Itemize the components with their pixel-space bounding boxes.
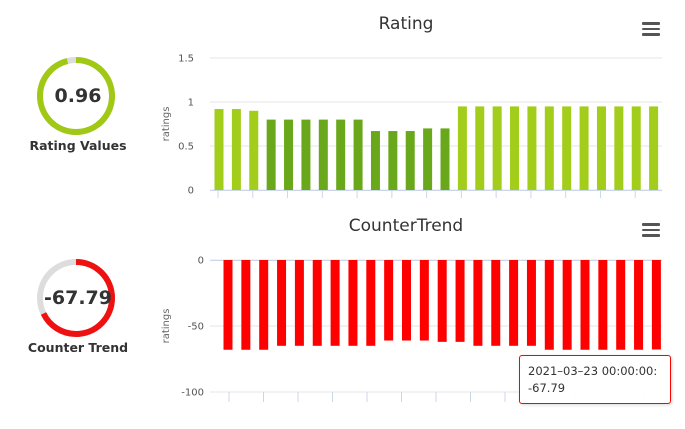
counter-trend-bar[interactable] (580, 260, 590, 350)
counter-trend-bar[interactable] (491, 260, 501, 346)
counter-trend-bar[interactable] (562, 260, 572, 350)
counter-trend-bar[interactable] (294, 260, 304, 346)
counter-trend-bar[interactable] (544, 260, 554, 350)
rating-bar[interactable] (423, 128, 433, 190)
counter-trend-bar[interactable] (598, 260, 608, 350)
rating-bar[interactable] (301, 119, 311, 190)
rating-bar[interactable] (405, 131, 415, 190)
tooltip-value: -67.79 (528, 381, 566, 395)
rating-bar[interactable] (579, 106, 589, 190)
rating-bar[interactable] (353, 119, 363, 190)
rating-bar[interactable] (370, 131, 380, 190)
rating-bar[interactable] (614, 106, 624, 190)
y-tick-label: 0 (188, 186, 194, 197)
rating-bar[interactable] (249, 110, 259, 190)
rating-bar[interactable] (649, 106, 659, 190)
rating-bar[interactable] (318, 119, 328, 190)
counter-trend-bar[interactable] (437, 260, 447, 342)
y-tick-label: -50 (188, 322, 204, 333)
chart-tooltip: 2021–03–23 00:00:00: -67.79 (519, 355, 671, 404)
counter-trend-gauge: -67.79 Counter Trend (28, 258, 128, 358)
counter-trend-bar[interactable] (366, 260, 376, 346)
y-tick-label: 0.5 (178, 142, 194, 153)
y-tick-label: 1.5 (178, 54, 194, 65)
counter-trend-gauge-value: -67.79 (44, 287, 112, 309)
rating-bar[interactable] (562, 106, 572, 190)
rating-bar[interactable] (284, 119, 294, 190)
counter-trend-chart-menu-icon[interactable] (642, 223, 660, 237)
counter-trend-bar[interactable] (402, 260, 411, 341)
rating-gauge-label: Rating Values (29, 138, 127, 153)
rating-bar[interactable] (492, 106, 502, 190)
counter-trend-y-axis-title: ratings (161, 309, 172, 344)
counter-trend-bar[interactable] (223, 260, 233, 350)
rating-chart: Rating 0 0.5 1 1.5 ratings (161, 14, 662, 198)
counter-trend-bar[interactable] (259, 260, 269, 350)
y-tick-label: 1 (188, 98, 194, 109)
counter-trend-gauge-label: Counter Trend (27, 340, 129, 355)
rating-gauge-ring (37, 57, 115, 135)
counter-trend-bar[interactable] (616, 260, 626, 350)
counter-trend-bar[interactable] (419, 260, 429, 341)
rating-chart-title: Rating (379, 14, 434, 34)
counter-trend-bar[interactable] (348, 260, 358, 346)
counter-trend-bar[interactable] (634, 260, 644, 350)
rating-bar[interactable] (596, 106, 606, 190)
rating-bar[interactable] (527, 106, 537, 190)
rating-chart-menu-icon[interactable] (642, 22, 660, 36)
rating-bar[interactable] (214, 109, 224, 190)
y-tick-label: -100 (181, 388, 204, 399)
rating-bar[interactable] (231, 109, 241, 190)
rating-gauge-value: 0.96 (54, 85, 102, 107)
rating-bar[interactable] (388, 131, 398, 190)
counter-trend-gauge-ring (37, 259, 115, 337)
rating-bar[interactable] (336, 119, 346, 190)
rating-bar[interactable] (510, 106, 520, 190)
counter-trend-bar[interactable] (277, 260, 287, 346)
counter-trend-bar[interactable] (241, 260, 251, 350)
counter-trend-bar[interactable] (651, 260, 661, 350)
counter-trend-bar[interactable] (312, 260, 322, 346)
rating-gauge: 0.96 Rating Values (29, 56, 127, 156)
rating-bar[interactable] (544, 106, 554, 190)
counter-trend-bar[interactable] (526, 260, 536, 346)
rating-bar[interactable] (631, 106, 641, 190)
rating-bar[interactable] (440, 128, 450, 190)
rating-bar[interactable] (266, 119, 276, 190)
rating-bar[interactable] (457, 106, 467, 190)
rating-bar[interactable] (475, 106, 485, 190)
tooltip-date: 2021–03–23 00:00:00: (528, 364, 658, 378)
counter-trend-bar[interactable] (455, 260, 465, 342)
counter-trend-bar[interactable] (473, 260, 483, 346)
counter-trend-bar[interactable] (384, 260, 394, 341)
counter-trend-chart-title: CounterTrend (349, 216, 463, 236)
y-tick-label: 0 (198, 256, 204, 267)
counter-trend-bar[interactable] (509, 260, 519, 346)
rating-y-axis-title: ratings (161, 107, 172, 142)
counter-trend-bar[interactable] (330, 260, 340, 346)
